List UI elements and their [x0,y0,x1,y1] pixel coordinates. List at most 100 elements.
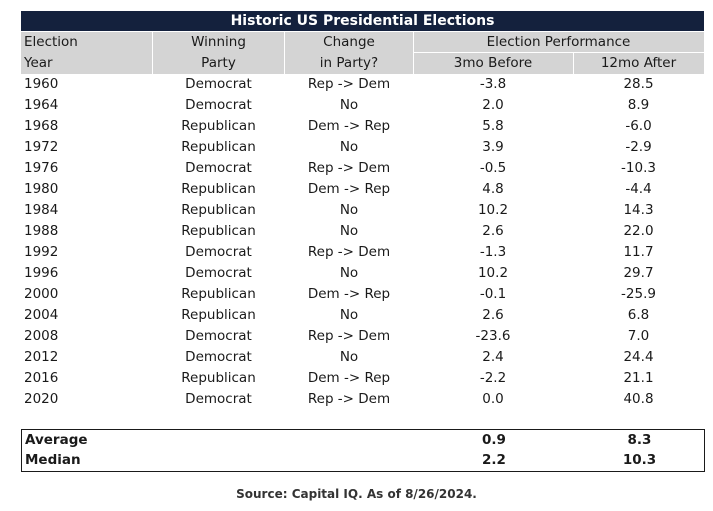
cell-year: 1992 [24,244,59,260]
source-note: Source: Capital IQ. As of 8/26/2024. [236,487,477,501]
cell-party: Democrat [185,244,252,260]
table-row: 2016 Republican Dem -> Rep -2.2 21.1 [21,368,704,389]
table-body: 1960 Democrat Rep -> Dem -3.8 28.5 1964 Democr… [21,74,704,410]
summary-label: Median [25,452,81,468]
cell-party: Democrat [185,97,252,113]
header-divider [152,32,153,74]
summary-after: 8.3 [627,432,652,448]
cell-3mo-before: 2.0 [482,97,504,113]
cell-change: Rep -> Dem [307,160,391,176]
cell-3mo-before: 10.2 [477,265,509,281]
header-year: Year [24,55,53,71]
cell-year: 1964 [24,97,59,113]
cell-3mo-before: 5.8 [482,118,504,134]
cell-12mo-after: 8.9 [627,97,650,113]
cell-12mo-after: 6.8 [627,307,650,323]
cell-12mo-after: 40.8 [623,391,654,407]
cell-change: Dem -> Rep [307,286,391,302]
cell-12mo-after: 28.5 [623,76,654,92]
header-divider [284,32,285,74]
cell-year: 1996 [24,265,59,281]
header-divider [413,52,704,53]
cell-year: 2008 [24,328,59,344]
cell-party: Republican [181,181,256,197]
summary-before: 0.9 [482,432,506,448]
cell-3mo-before: -0.5 [479,160,507,176]
cell-party: Republican [181,286,256,302]
header-divider [573,53,574,74]
cell-12mo-after: -10.3 [621,160,656,176]
cell-12mo-after: 29.7 [623,265,654,281]
cell-party: Republican [181,139,256,155]
cell-12mo-after: 14.3 [623,202,654,218]
summary-after: 10.3 [622,452,657,468]
cell-change: No [339,223,359,239]
cell-12mo-after: -2.9 [625,139,652,155]
cell-3mo-before: 0.0 [482,391,504,407]
header-election: Election [24,34,78,50]
cell-3mo-before: -0.1 [479,286,507,302]
header-election-performance: Election Performance [486,34,631,50]
cell-party: Democrat [185,391,252,407]
cell-year: 1972 [24,139,59,155]
cell-change: Dem -> Rep [307,118,391,134]
table-row: 2008 Democrat Rep -> Dem -23.6 7.0 [21,326,704,347]
cell-year: 1988 [24,223,59,239]
cell-change: Rep -> Dem [307,76,391,92]
cell-party: Democrat [185,265,252,281]
cell-change: Dem -> Rep [307,181,391,197]
cell-3mo-before: -3.8 [479,76,507,92]
header-in-party: in Party? [319,55,379,71]
cell-change: No [339,97,359,113]
table-row: 2012 Democrat No 2.4 24.4 [21,347,704,368]
cell-12mo-after: 24.4 [623,349,654,365]
header-3mo-before: 3mo Before [453,55,533,71]
table-title: Historic US Presidential Elections [21,11,704,31]
cell-change: No [339,265,359,281]
header-party: Party [201,55,236,71]
cell-party: Democrat [185,160,252,176]
cell-12mo-after: -4.4 [625,181,652,197]
cell-change: Dem -> Rep [307,370,391,386]
cell-year: 2004 [24,307,59,323]
cell-change: Rep -> Dem [307,328,391,344]
cell-12mo-after: 11.7 [623,244,654,260]
cell-12mo-after: -25.9 [621,286,656,302]
cell-3mo-before: 2.6 [482,223,504,239]
cell-year: 1980 [24,181,59,197]
cell-3mo-before: -1.3 [479,244,507,260]
cell-change: No [339,307,359,323]
cell-3mo-before: 2.6 [482,307,504,323]
cell-party: Republican [181,223,256,239]
cell-year: 2000 [24,286,59,302]
cell-party: Democrat [185,76,252,92]
cell-change: No [339,202,359,218]
cell-year: 2012 [24,349,59,365]
cell-party: Republican [181,307,256,323]
cell-party: Republican [181,202,256,218]
cell-3mo-before: 4.8 [482,181,504,197]
cell-year: 1968 [24,118,59,134]
table-row: 1992 Democrat Rep -> Dem -1.3 11.7 [21,242,704,263]
cell-3mo-before: 3.9 [482,139,504,155]
table-row: 1984 Republican No 10.2 14.3 [21,200,704,221]
header-12mo-after: 12mo After [600,55,677,71]
summary-row: Average 0.9 8.3 [22,430,704,450]
cell-year: 1960 [24,76,59,92]
header-divider [413,32,414,74]
cell-change: Rep -> Dem [307,391,391,407]
cell-3mo-before: 10.2 [477,202,509,218]
cell-12mo-after: 21.1 [623,370,654,386]
cell-year: 1984 [24,202,59,218]
table-row: 2000 Republican Dem -> Rep -0.1 -25.9 [21,284,704,305]
header-change: Change [323,34,375,50]
cell-change: No [339,139,359,155]
cell-change: Rep -> Dem [307,244,391,260]
table-row: 1964 Democrat No 2.0 8.9 [21,95,704,116]
summary-row: Median 2.2 10.3 [22,450,704,470]
table-row: 1996 Democrat No 10.2 29.7 [21,263,704,284]
table-row: 1960 Democrat Rep -> Dem -3.8 28.5 [21,74,704,95]
cell-12mo-after: 22.0 [623,223,654,239]
summary-before: 2.2 [482,452,506,468]
table-row: 1980 Republican Dem -> Rep 4.8 -4.4 [21,179,704,200]
